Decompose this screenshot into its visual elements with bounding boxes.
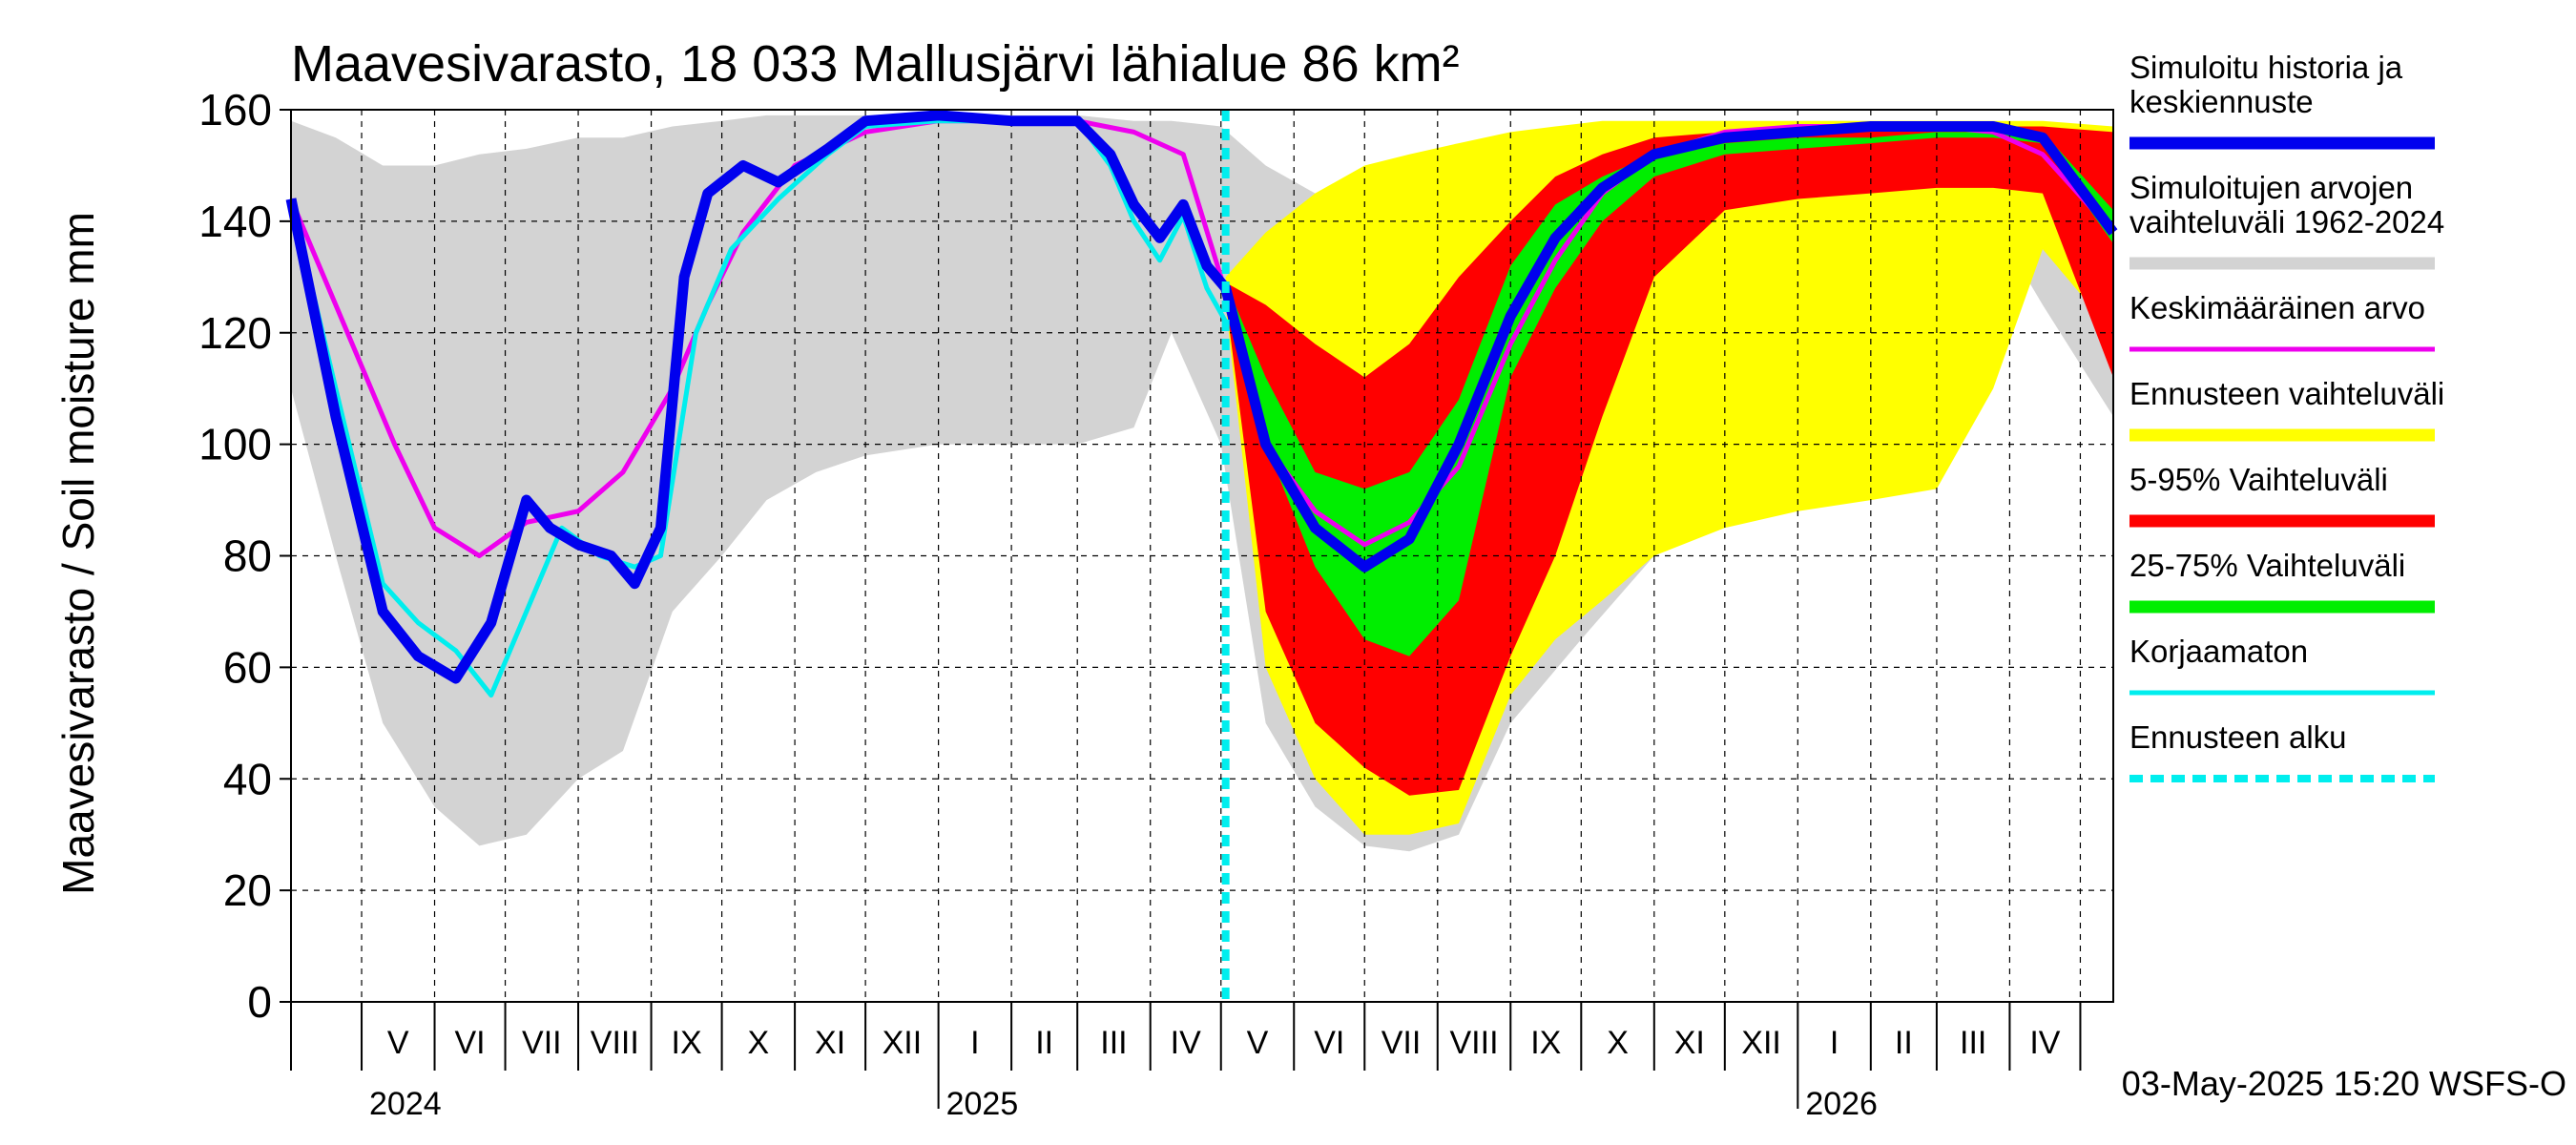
y-tick-label: 160 [198, 85, 272, 135]
legend-label: Keskimääräinen arvo [2129, 290, 2425, 325]
footer-timestamp: 03-May-2025 15:20 WSFS-O [2122, 1064, 2566, 1103]
x-month-label: IX [672, 1025, 702, 1061]
x-month-label: VII [522, 1025, 562, 1061]
legend-label: Simuloitu historia ja [2129, 50, 2403, 85]
band-25-75-vaihteluv-li [1225, 132, 2113, 656]
x-month-label: V [1247, 1025, 1269, 1061]
legend-label: Ennusteen alku [2129, 719, 2347, 755]
plot-area [285, 110, 2118, 1002]
y-tick-label: 80 [223, 531, 272, 581]
x-month-label: VIII [1450, 1025, 1499, 1061]
line-korjaamaton [288, 118, 1228, 698]
legend-label: Ennusteen vaihteluväli [2129, 376, 2444, 411]
band-5-95-vaihteluv-li [1225, 126, 2113, 796]
line-keskim-r-inen-arvo [288, 118, 2115, 558]
x-year-label: 2026 [1805, 1086, 1878, 1122]
x-month-label: VI [454, 1025, 485, 1061]
x-month-label: X [1607, 1025, 1629, 1061]
legend-label: 25-75% Vaihteluväli [2129, 548, 2405, 583]
x-month-label: IV [2029, 1025, 2060, 1061]
y-tick-label: 20 [223, 865, 272, 915]
chart-title: Maavesivarasto, 18 033 Mallusjärvi lähia… [291, 35, 1460, 93]
legend-label: keskiennuste [2129, 84, 2314, 119]
y-tick-label: 120 [198, 308, 272, 358]
y-tick-label: 140 [198, 197, 272, 246]
x-year-label: 2025 [946, 1086, 1019, 1122]
x-month-label: III [1960, 1025, 1986, 1061]
x-month-label: X [747, 1025, 769, 1061]
x-month-label: XI [1674, 1025, 1705, 1061]
x-month-label: VII [1381, 1025, 1422, 1061]
legend-label: vaihteluväli 1962-2024 [2129, 204, 2444, 239]
x-year-label: 2024 [369, 1086, 442, 1122]
x-month-label: I [970, 1025, 979, 1061]
y-tick-label: 40 [223, 754, 272, 803]
y-tick-label: 100 [198, 420, 272, 469]
y-axis-label: Maavesivarasto / Soil moisture mm [53, 212, 103, 895]
x-month-label: VI [1314, 1025, 1344, 1061]
x-month-label: II [1895, 1025, 1913, 1061]
x-month-label: IX [1530, 1025, 1561, 1061]
x-month-label: VIII [591, 1025, 639, 1061]
x-month-label: II [1035, 1025, 1053, 1061]
y-tick-label: 60 [223, 642, 272, 692]
x-month-label: I [1830, 1025, 1839, 1061]
legend-label: Simuloitujen arvojen [2129, 170, 2413, 205]
x-month-label: V [387, 1025, 409, 1061]
y-tick-label: 0 [247, 977, 272, 1027]
x-month-label: XII [883, 1025, 923, 1061]
x-month-label: IV [1171, 1025, 1201, 1061]
x-month-label: XII [1741, 1025, 1781, 1061]
line-simuloitu-historia-ja-keskiennuste [285, 110, 2118, 684]
legend-label: Korjaamaton [2129, 634, 2308, 669]
x-month-label: III [1100, 1025, 1127, 1061]
x-month-label: XI [815, 1025, 845, 1061]
legend-label: 5-95% Vaihteluväli [2129, 462, 2388, 497]
